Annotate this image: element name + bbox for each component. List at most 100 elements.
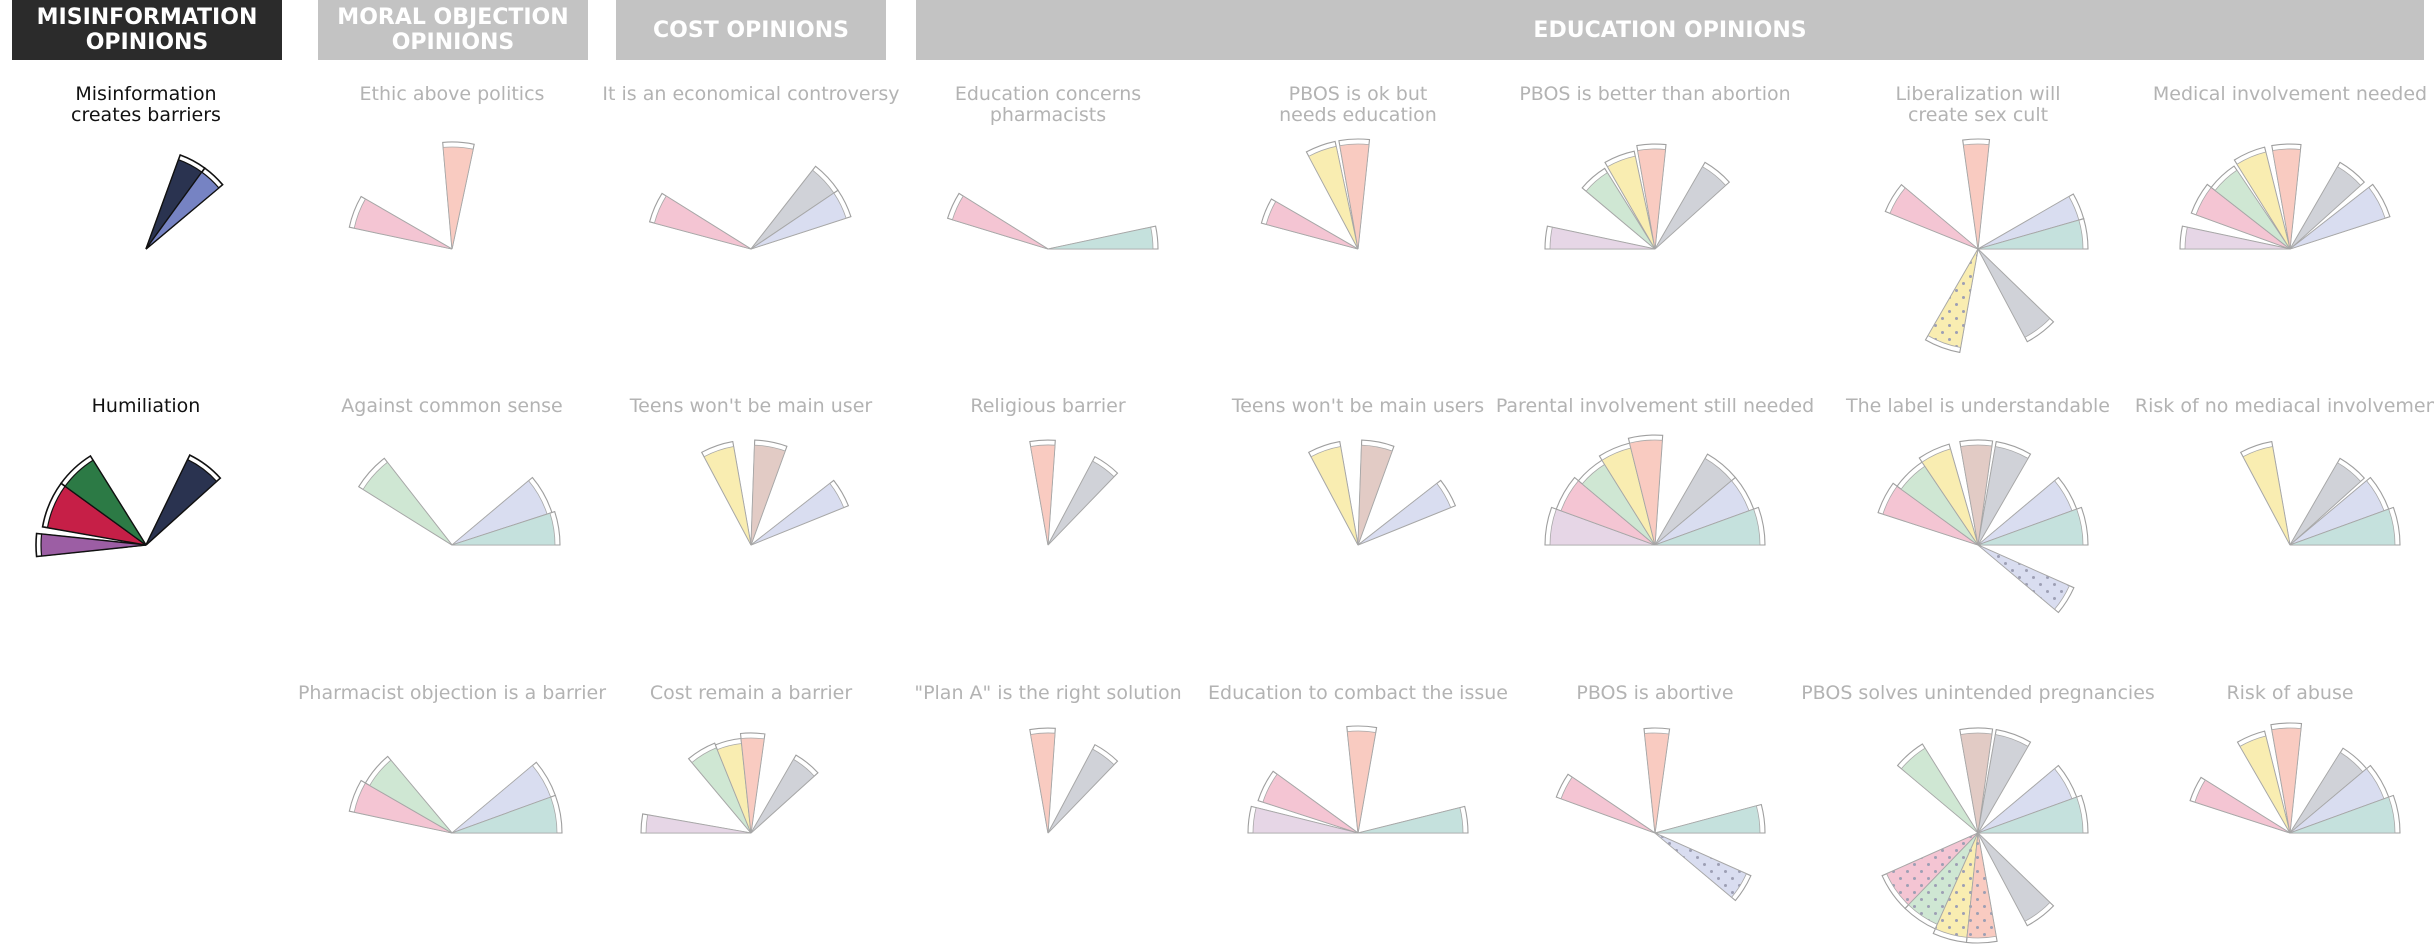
glyph-label: Against common sense — [341, 395, 563, 417]
petal-teal — [451, 796, 558, 834]
glyph-label: "Plan A" is the right solution — [914, 682, 1182, 704]
petal-pink — [2194, 779, 2291, 834]
petal-green — [1900, 747, 1979, 834]
petal-violet — [1549, 226, 1656, 250]
glyph-label: PBOS is ok but needs education — [1279, 83, 1437, 126]
petal-grey — [1977, 446, 2029, 546]
petal-salmon — [1962, 143, 1990, 250]
petal-grey — [1977, 248, 2051, 338]
petal-navy — [145, 458, 218, 546]
petal-grey — [2289, 166, 2362, 250]
petal-pink — [353, 198, 453, 250]
glyph-label: Education concerns pharmacists — [954, 83, 1142, 126]
glyph-teens-won-t-be-main-user — [700, 439, 850, 546]
glyph-education-concerns-pharmacists — [946, 192, 1159, 250]
petal-grey — [1654, 166, 1727, 250]
glyph-misinformation-creates-barriers — [145, 153, 224, 250]
glyph-label: Ethic above politics — [359, 83, 545, 105]
petal-salmon — [2272, 148, 2301, 250]
petal-yellow — [1606, 155, 1656, 250]
glyph-label: Humiliation — [91, 395, 201, 417]
petal-grey — [1977, 734, 2029, 834]
section-header-education: EDUCATION OPINIONS — [916, 0, 2424, 60]
petal-teal — [1977, 508, 2084, 546]
petal-violet — [2184, 226, 2291, 250]
petal-lavender — [750, 192, 847, 250]
glyph-teens-won-t-be-main-users — [1307, 439, 1457, 546]
petal-salmon — [1030, 732, 1056, 834]
glyph-label: Risk of no mediacal involvement — [2134, 395, 2434, 417]
petal-pink — [1265, 200, 1359, 250]
petal-teal — [1357, 807, 1464, 834]
petal-green — [362, 461, 453, 546]
glyph-pbos-is-abortive — [1555, 727, 1766, 902]
glyph-against-common-sense — [357, 457, 561, 546]
glyph-label: Misinformation creates barriers — [71, 83, 221, 126]
petal-violet — [1252, 807, 1359, 834]
glyph-label: Parental involvement still needed — [1495, 395, 1815, 417]
petal-salmon — [1339, 143, 1370, 250]
petal-salmon — [1629, 439, 1663, 546]
glyph-humiliation — [35, 454, 222, 558]
glyph-plan-a-is-the-right-solution — [1029, 727, 1119, 834]
petal-pink — [653, 195, 752, 250]
petal-green — [1585, 172, 1656, 250]
petal-lavender — [2289, 186, 2386, 250]
glyph-risk-of-no-mediacal-involvement — [2239, 440, 2401, 546]
petal-teal — [2289, 796, 2396, 834]
section-header-cost: COST OPINIONS — [616, 0, 886, 60]
petal-blue — [145, 171, 220, 250]
petal-violet — [645, 814, 752, 834]
petal-lavender — [1357, 482, 1452, 546]
glyph-label: Teens won't be main user — [629, 395, 873, 417]
petal-yellow — [2236, 151, 2291, 250]
petal-salmon — [1644, 732, 1670, 834]
glyph-label: The label is understandable — [1846, 395, 2110, 417]
petal-green — [369, 759, 453, 834]
section-header-misinformation: MISINFORMATION OPINIONS — [12, 0, 282, 60]
glyph-label: PBOS solves unintended pregnancies — [1801, 682, 2155, 704]
glyph-label: Education to combact the issue — [1208, 682, 1508, 704]
petal-pink — [951, 195, 1049, 250]
petal-yellow — [2242, 446, 2291, 546]
petal-teal — [1654, 805, 1761, 834]
glyph-religious-barrier — [1029, 439, 1119, 546]
petal-teal — [2289, 508, 2396, 546]
glyph-education-to-combact-the-issue — [1247, 725, 1469, 834]
glyph-the-label-is-understandable — [1877, 439, 2089, 614]
petal-teal — [1047, 226, 1154, 250]
glyph-cost-remain-a-barrier — [640, 732, 819, 834]
petal-lavender — [750, 482, 845, 546]
petal-green — [2214, 169, 2291, 250]
petal-salmon — [1346, 730, 1377, 834]
petal-grey — [1047, 460, 1115, 546]
glyph-pharmacist-objection-is-a-barrier — [348, 755, 563, 834]
petal-taupe — [750, 444, 786, 546]
petal-lavender-dotted — [1654, 832, 1747, 898]
petal-pink — [1262, 773, 1359, 834]
petal-salmon — [442, 146, 474, 250]
petal-yellow — [1310, 446, 1359, 546]
glyph-ethic-above-politics — [348, 141, 475, 250]
glyph-label: Cost remain a barrier — [649, 682, 853, 704]
glyph-label: PBOS is better than abortion — [1519, 83, 1791, 105]
glyph-medical-involvement-needed — [2179, 143, 2391, 250]
glyph-parental-involvement-still-needed — [1544, 434, 1766, 546]
petal-teal — [1977, 796, 2084, 834]
petal-yellow — [2239, 735, 2291, 834]
glyph-label: PBOS is abortive — [1576, 682, 1734, 704]
petal-taupe — [1357, 444, 1393, 546]
petal-grey — [750, 758, 815, 834]
petal-darkgreen — [64, 459, 147, 546]
glyph-label: Pharmacist objection is a barrier — [297, 682, 607, 704]
glyph-label: Medical involvement needed — [2152, 83, 2428, 105]
glyph-pbos-solves-unintended-pregnancies — [1881, 727, 2089, 944]
glyph-label: It is an economical controversy — [602, 83, 900, 105]
section-header-moral-objection: MORAL OBJECTION OPINIONS — [318, 0, 588, 60]
petal-pink — [1889, 187, 1979, 250]
glyph-label: Teens won't be main users — [1231, 395, 1485, 417]
petal-salmon — [1637, 148, 1666, 250]
glyph-risk-of-abuse — [2189, 722, 2401, 834]
petal-taupe — [1960, 732, 1993, 834]
